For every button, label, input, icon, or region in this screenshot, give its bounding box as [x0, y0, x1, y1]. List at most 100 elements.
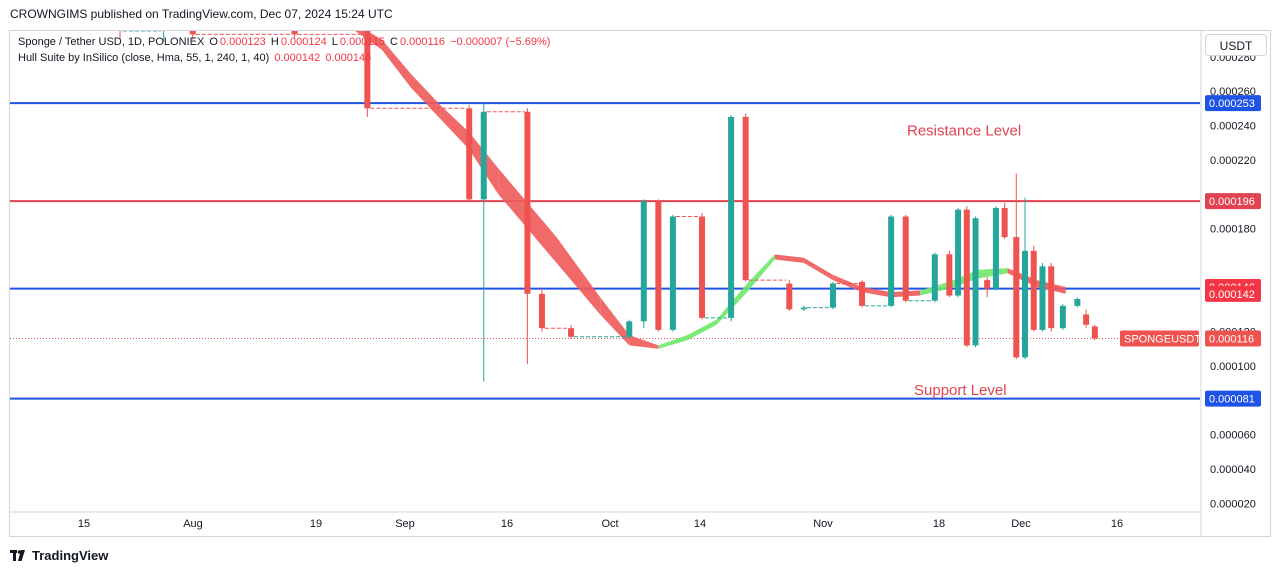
- candle-body: [946, 254, 953, 296]
- candle-body: [859, 281, 866, 306]
- last-price-tag: [1205, 330, 1261, 347]
- hull-band-segment: [411, 73, 441, 119]
- legend-change: −0.000007 (−5.69%): [450, 36, 551, 48]
- candle-body: [972, 218, 979, 346]
- candle-body: [669, 216, 676, 330]
- candle-body: [955, 209, 962, 296]
- annotation-label: Support Level: [914, 382, 1007, 399]
- hull-band-segment: [774, 254, 804, 263]
- candle-body: [699, 216, 705, 318]
- y-tick-label: 0.000240: [1210, 120, 1256, 132]
- level-price-label: 0.000196: [1209, 196, 1255, 208]
- candle-body: [1001, 207, 1008, 238]
- candle-body: [728, 116, 735, 318]
- chart-frame: [9, 30, 1271, 537]
- legend-row-indicator: Hull Suite by InSilico (close, Hma, 55, …: [18, 52, 373, 64]
- x-tick-label: Aug: [183, 518, 203, 530]
- x-tick-label: 18: [933, 518, 945, 530]
- level-price-tag: [1205, 95, 1261, 112]
- candle-body: [161, 19, 167, 26]
- x-tick-label: 16: [501, 518, 513, 530]
- candle-body: [291, 31, 298, 35]
- y-tick-label: 0.000100: [1210, 361, 1256, 373]
- candle-body: [1048, 266, 1055, 329]
- legend-indicator-name[interactable]: Hull Suite by InSilico (close, Hma, 55, …: [18, 52, 270, 64]
- candle-body: [931, 254, 938, 301]
- level-price-tag: [1205, 390, 1261, 407]
- candle-body: [189, 31, 196, 35]
- hull-band-segment: [440, 104, 470, 150]
- last-price-label: 0.000116: [1209, 333, 1254, 345]
- candle-body: [538, 293, 545, 329]
- publish-header: CROWNGIMS published on TradingView.com, …: [10, 7, 393, 21]
- legend-indicator-value-2: 0.000146: [325, 52, 372, 64]
- hull-band-segment: [600, 297, 630, 346]
- candle-body: [524, 111, 531, 294]
- legend-open-value: 0.000123: [219, 36, 266, 48]
- candle-body: [480, 111, 487, 200]
- candle-body: [888, 216, 895, 306]
- y-tick-label: 0.000220: [1210, 155, 1256, 167]
- legend-low-value: 0.000115: [339, 36, 385, 48]
- legend-high-label: H: [270, 36, 279, 48]
- hull-band-segment: [556, 237, 601, 315]
- candle-body: [800, 307, 807, 310]
- candle-body: [786, 283, 793, 310]
- y-tick-label: 0.000180: [1210, 224, 1256, 236]
- x-tick-label: Nov: [813, 518, 833, 530]
- x-tick-label: Sep: [395, 518, 415, 530]
- candle-body: [1030, 250, 1037, 330]
- hull-band-segment: [658, 335, 688, 349]
- candle-body: [742, 116, 749, 281]
- candle-body: [1022, 250, 1029, 358]
- hull-band-segment: [832, 274, 863, 293]
- y-tick-label: 0.000260: [1210, 86, 1256, 98]
- candle-body: [829, 283, 836, 308]
- legend-open-label: O: [209, 36, 218, 48]
- symbol-tag: [1120, 330, 1199, 347]
- candle-body: [1039, 266, 1046, 330]
- x-tick-label: 16: [1111, 518, 1123, 530]
- candle-body: [1013, 237, 1020, 358]
- hull-band-segment: [629, 335, 659, 349]
- level-price-label: 0.000253: [1209, 98, 1255, 110]
- candle-body: [626, 321, 633, 337]
- y-tick-label: 0.000020: [1210, 498, 1256, 510]
- indicator-price-label: 0.000142: [1209, 289, 1255, 301]
- y-tick-label: 0.000040: [1210, 464, 1256, 476]
- tradingview-logo-icon: [10, 549, 28, 562]
- legend-symbol: Sponge / Tether USD, 1D, POLONIEX: [18, 36, 205, 48]
- candle-body: [984, 280, 991, 289]
- indicator-price-tag: [1205, 285, 1261, 302]
- candle-body: [1059, 305, 1066, 329]
- x-tick-label: Dec: [1011, 518, 1031, 530]
- level-price-label: 0.000081: [1209, 394, 1255, 406]
- candle-body: [655, 201, 662, 330]
- candle-body: [640, 201, 647, 322]
- candle-body: [466, 108, 473, 200]
- candle-body: [963, 209, 970, 346]
- candle-body: [1083, 314, 1090, 325]
- legend-indicator-value-1: 0.000142: [274, 52, 321, 64]
- candle-body: [568, 328, 575, 337]
- candle-body: [117, 22, 123, 31]
- hull-band-segment: [687, 319, 717, 341]
- symbol-tag-label: SPONGEUSDT: [1124, 333, 1201, 345]
- x-tick-label: 19: [310, 518, 322, 530]
- x-tick-label: Oct: [601, 518, 618, 530]
- candle-body: [992, 207, 999, 289]
- currency-selector-button[interactable]: USDT: [1205, 34, 1267, 56]
- x-tick-label: 14: [694, 518, 706, 530]
- footer-brand[interactable]: TradingView: [10, 548, 108, 563]
- legend-close-value: 0.000116: [399, 36, 446, 48]
- legend-close-label: C: [390, 36, 398, 48]
- x-tick-label: 15: [78, 518, 90, 530]
- annotation-label: Resistance Level: [907, 123, 1021, 140]
- legend-high-value: 0.000124: [280, 36, 327, 48]
- y-tick-label: 0.000060: [1210, 430, 1256, 442]
- plot-area: [10, 19, 1200, 400]
- candle-body: [1091, 326, 1098, 339]
- candle-body: [902, 216, 909, 301]
- legend-low-label: L: [331, 36, 338, 48]
